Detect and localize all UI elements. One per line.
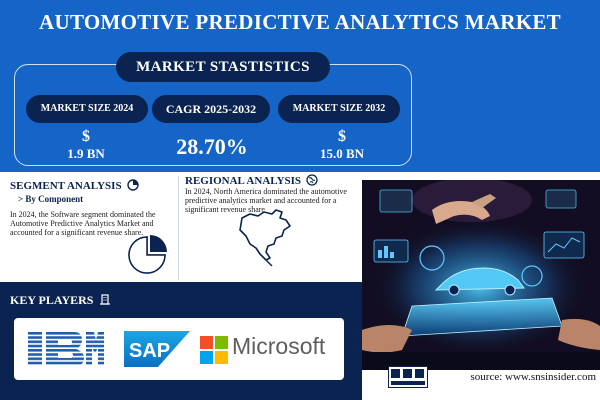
regional-text: In 2024, North America dominated the aut… <box>185 187 347 214</box>
sap-logo: SAP <box>124 331 190 367</box>
page-title: AUTOMOTIVE PREDICTIVE ANALYTICS MARKET <box>39 10 561 34</box>
svg-text:SAP: SAP <box>129 340 170 362</box>
segment-analysis-heading: SEGMENT ANALYSIS <box>10 179 140 192</box>
segment-pie-graphic <box>126 234 168 276</box>
north-america-map-graphic <box>236 208 300 268</box>
market-size-2024-value: 1.9 BN <box>67 146 105 161</box>
sns-insider-logo <box>388 366 428 388</box>
cagr-value: 28.70% <box>176 134 248 159</box>
market-size-2024-label: MARKET SIZE 2024 <box>26 95 148 123</box>
building-icon <box>100 294 111 305</box>
hero-image <box>362 180 600 370</box>
market-size-2032-label: MARKET SIZE 2032 <box>278 95 400 123</box>
section-divider <box>178 176 179 280</box>
source-text: source: www.snsinsider.com <box>470 371 596 383</box>
segment-subheading: > By Component <box>18 194 84 204</box>
key-players-heading-text: KEY PLAYERS <box>10 293 94 307</box>
stats-heading: MARKET STASTISTICS <box>116 52 330 82</box>
header-band <box>0 0 600 172</box>
microsoft-logo-icon <box>200 336 228 364</box>
globe-icon <box>306 174 318 186</box>
currency-symbol-2024: $ <box>82 128 90 145</box>
microsoft-logo-text: Microsoft <box>232 333 326 359</box>
key-players-heading: KEY PLAYERS <box>10 293 111 308</box>
cagr-label: CAGR 2025-2032 <box>152 95 270 123</box>
ibm-logo <box>28 332 104 366</box>
pie-chart-icon <box>127 179 140 191</box>
segment-text: In 2024, the Software segment dominated … <box>10 210 156 237</box>
market-size-2032-value: 15.0 BN <box>319 146 365 161</box>
currency-symbol-2032: $ <box>338 128 346 145</box>
regional-analysis-heading-text: REGIONAL ANALYSIS <box>185 175 302 187</box>
segment-analysis-heading-text: SEGMENT ANALYSIS <box>10 180 122 192</box>
regional-analysis-heading: REGIONAL ANALYSIS <box>185 174 318 187</box>
